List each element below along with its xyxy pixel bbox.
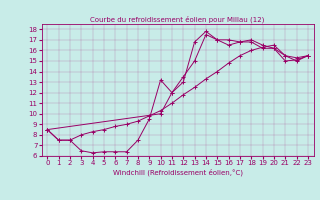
Title: Courbe du refroidissement éolien pour Millau (12): Courbe du refroidissement éolien pour Mi… — [91, 15, 265, 23]
X-axis label: Windchill (Refroidissement éolien,°C): Windchill (Refroidissement éolien,°C) — [113, 169, 243, 176]
